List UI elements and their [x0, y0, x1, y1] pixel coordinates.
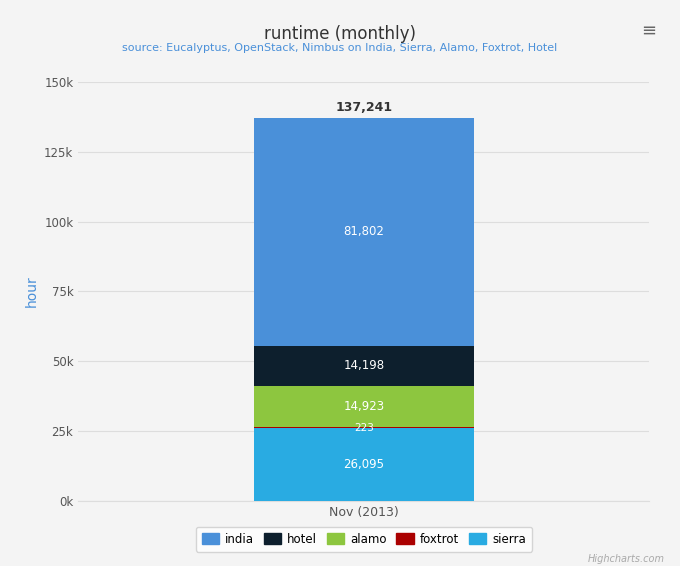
- Bar: [254, 386, 474, 427]
- Text: 26,095: 26,095: [343, 458, 384, 471]
- Text: ≡: ≡: [641, 22, 656, 40]
- Y-axis label: hour: hour: [24, 276, 39, 307]
- Text: 81,802: 81,802: [343, 225, 384, 238]
- Text: 14,923: 14,923: [343, 400, 384, 413]
- Bar: [254, 427, 474, 428]
- Bar: [254, 118, 474, 346]
- Legend: india, hotel, alamo, foxtrot, sierra: india, hotel, alamo, foxtrot, sierra: [196, 527, 532, 551]
- Text: 137,241: 137,241: [335, 101, 392, 114]
- Bar: [254, 428, 474, 501]
- Text: 14,198: 14,198: [343, 359, 384, 372]
- Bar: [254, 346, 474, 386]
- Text: Highcharts.com: Highcharts.com: [588, 554, 665, 564]
- Text: 223: 223: [354, 423, 374, 433]
- Text: source: Eucalyptus, OpenStack, Nimbus on India, Sierra, Alamo, Foxtrot, Hotel: source: Eucalyptus, OpenStack, Nimbus on…: [122, 43, 558, 53]
- Text: runtime (monthly): runtime (monthly): [264, 25, 416, 44]
